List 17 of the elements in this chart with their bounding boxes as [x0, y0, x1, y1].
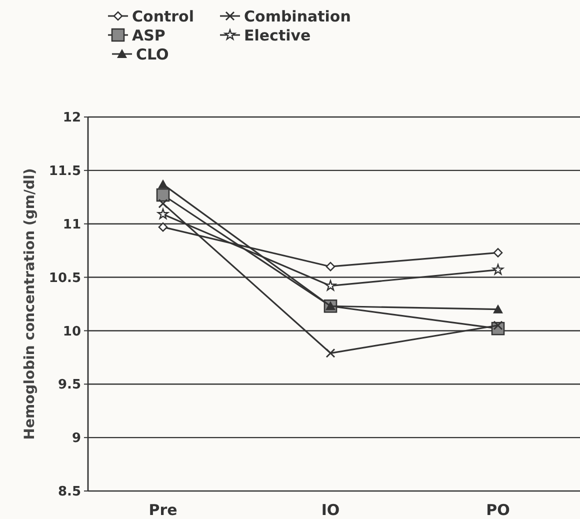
legend-label: CLO [136, 45, 169, 64]
y-tick-label: 12 [62, 110, 81, 126]
x-tick-label: IO [321, 501, 340, 519]
legend-label: Control [132, 7, 194, 26]
legend-label: Elective [244, 26, 311, 44]
y-axis-title: Hemoglobin concentration (gm/dl) [22, 168, 38, 440]
y-tick-label: 11.5 [48, 164, 81, 179]
y-tick-label: 9.5 [58, 378, 81, 393]
y-tick-label: 10 [62, 324, 81, 340]
y-tick-label: 11 [62, 217, 81, 232]
legend-label: Combination [244, 7, 351, 26]
y-tick-label: 9 [72, 431, 81, 446]
y-tick-label: 8.5 [58, 484, 81, 500]
x-tick-label: PO [486, 501, 510, 519]
x-tick-label: Pre [148, 501, 178, 519]
legend-label: ASP [132, 26, 166, 44]
y-tick-label: 10.5 [48, 270, 81, 286]
